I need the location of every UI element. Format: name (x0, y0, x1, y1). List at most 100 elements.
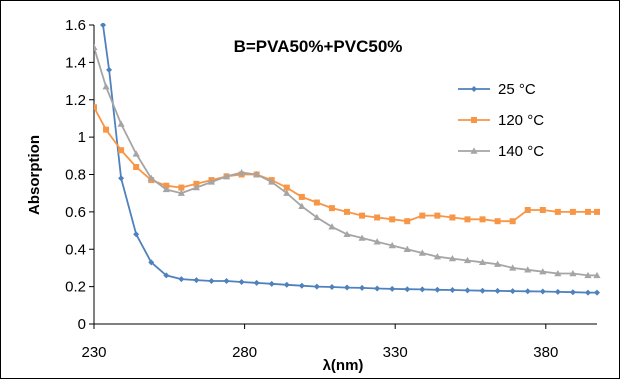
data-point (509, 288, 516, 295)
data-point (283, 189, 291, 196)
data-point (404, 218, 411, 225)
data-point (554, 269, 562, 277)
x-axis-title: λ(nm) (323, 357, 364, 374)
data-point (133, 231, 140, 238)
data-point (162, 185, 170, 193)
data-point (344, 208, 351, 215)
data-point (448, 254, 457, 262)
y-tick-label: 0.2 (65, 279, 86, 296)
data-point (238, 278, 245, 285)
data-point (207, 178, 216, 185)
y-tick-label: 0.8 (65, 167, 86, 184)
data-point (103, 126, 110, 133)
data-point (464, 287, 471, 294)
data-point (419, 286, 426, 293)
legend-label: 25 °C (498, 81, 536, 98)
y-axis-title: Absorption (26, 135, 43, 215)
x-tick-label: 280 (232, 344, 257, 361)
data-point (313, 199, 320, 206)
legend-marker (471, 86, 477, 92)
data-point (100, 23, 107, 28)
data-point (494, 287, 501, 294)
y-tick-label: 1 (78, 129, 86, 146)
data-point (524, 207, 531, 214)
data-point (192, 183, 201, 191)
data-point (554, 288, 561, 295)
data-point (163, 272, 170, 279)
data-point (594, 208, 600, 215)
data-point (178, 276, 185, 283)
data-point (313, 213, 321, 221)
x-tick-label: 380 (533, 344, 558, 361)
legend-label: 140 °C (498, 143, 544, 160)
legend-marker (471, 117, 477, 123)
data-point (359, 284, 366, 291)
data-point (328, 223, 336, 230)
data-point (177, 189, 185, 196)
data-point (449, 286, 456, 293)
data-point (569, 208, 576, 215)
y-tick-label: 1.2 (65, 92, 86, 109)
series-0 (100, 23, 600, 296)
data-point (404, 286, 411, 293)
data-point (358, 234, 366, 241)
data-point (117, 120, 125, 127)
data-point (374, 285, 381, 292)
data-point (193, 180, 200, 187)
data-point (313, 283, 320, 290)
data-point (298, 202, 306, 209)
data-point (133, 164, 140, 171)
data-point (389, 285, 396, 292)
data-point (569, 289, 576, 296)
data-point (118, 175, 125, 182)
data-point (433, 253, 441, 260)
data-point (102, 83, 110, 90)
x-tick-label: 230 (81, 344, 106, 361)
data-point (328, 283, 335, 290)
data-point (434, 286, 441, 293)
data-point (344, 284, 351, 291)
data-point (584, 271, 592, 279)
data-point (569, 269, 577, 277)
legend-label: 120 °C (498, 112, 544, 129)
data-point (524, 266, 532, 273)
data-point (132, 150, 140, 157)
y-tick-label: 1.6 (65, 17, 86, 34)
data-point (584, 208, 591, 215)
data-point (253, 279, 260, 286)
data-point (283, 281, 290, 288)
data-point (94, 104, 97, 111)
data-point (539, 288, 546, 295)
data-point (464, 216, 471, 223)
series-2 (94, 43, 601, 279)
data-point (524, 288, 531, 295)
data-point (193, 277, 200, 284)
data-point (359, 212, 366, 219)
data-point (419, 212, 426, 219)
y-tick-label: 1.4 (65, 54, 86, 71)
series-1 (94, 104, 600, 225)
data-point (494, 260, 502, 267)
data-point (253, 170, 261, 178)
y-tick-label: 0.4 (65, 241, 86, 258)
data-point (223, 278, 230, 285)
data-point (148, 259, 155, 266)
data-point (298, 282, 305, 289)
data-point (283, 184, 290, 191)
data-point (208, 278, 215, 285)
y-axis-ticks: 0 0.2 0.4 0.6 0.8 1 1.2 1.4 1.6 (65, 17, 94, 333)
data-point (479, 216, 486, 223)
data-point (509, 264, 517, 271)
y-tick-label: 0 (78, 316, 86, 333)
data-point (479, 287, 486, 294)
legend-marker (470, 147, 478, 154)
data-point (509, 218, 516, 225)
x-axis-ticks: 230 280 330 380 (81, 324, 558, 361)
data-point (584, 289, 591, 296)
data-point (298, 193, 305, 200)
data-point (118, 147, 125, 154)
data-point (478, 258, 487, 266)
data-point (494, 218, 501, 225)
data-point (268, 280, 275, 287)
